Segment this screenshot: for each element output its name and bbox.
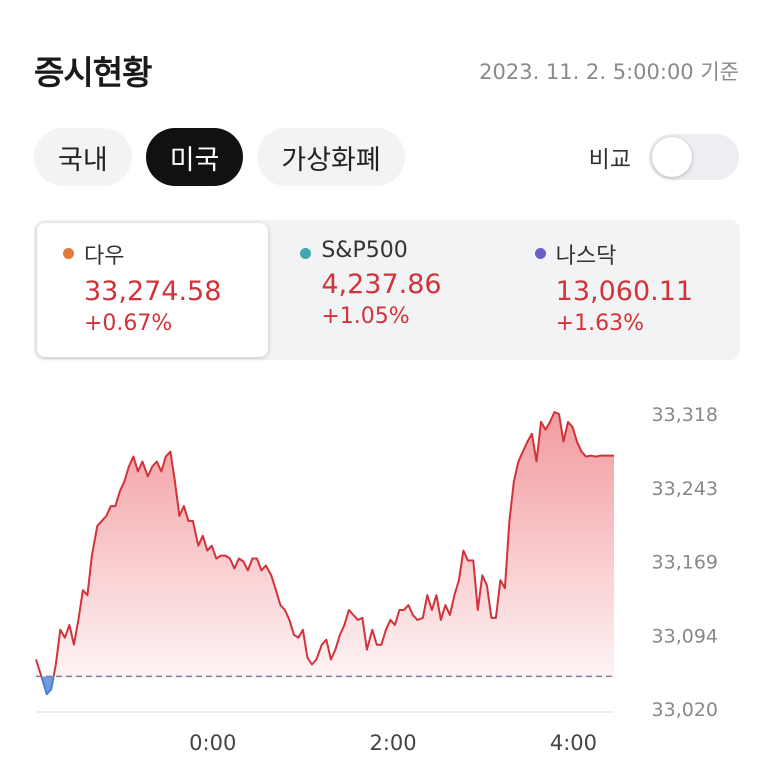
index-panel: 다우 33,274.58 +0.67% S&P500 4,237.86 +1.0… <box>34 220 740 360</box>
timestamp: 2023. 11. 2. 5:00:00 기준 <box>479 60 739 84</box>
area-fill-up <box>36 412 614 677</box>
page-title: 증시현황 <box>34 53 152 92</box>
y-tick-label: 33,169 <box>652 552 718 574</box>
index-chart[interactable]: 33,318 33,243 33,169 33,094 33,020 0:00 2:00 4:… <box>0 380 773 773</box>
sp500-dot-icon <box>300 248 312 259</box>
dow-dot-icon <box>63 248 74 259</box>
index-value: 4,237.86 <box>321 269 442 300</box>
index-card-dow[interactable]: 다우 33,274.58 +0.67% <box>37 223 269 357</box>
nasdaq-dot-icon <box>534 248 546 259</box>
y-tick-label: 33,094 <box>652 625 718 647</box>
index-change: +1.63% <box>555 311 644 336</box>
index-change: +1.05% <box>321 304 410 329</box>
toggle-knob <box>652 137 692 177</box>
index-name: 다우 <box>84 244 125 269</box>
compare-control: 비교 <box>589 128 739 186</box>
y-tick-label: 33,020 <box>652 699 718 721</box>
index-value: 13,060.11 <box>555 276 694 307</box>
index-change: +0.67% <box>84 311 173 336</box>
x-tick-label: 2:00 <box>369 731 416 755</box>
tab-us[interactable]: 미국 <box>145 128 244 186</box>
index-value: 33,274.58 <box>84 276 222 307</box>
index-name: 나스닥 <box>555 244 617 269</box>
compare-toggle[interactable] <box>649 134 739 180</box>
index-card-sp500[interactable]: S&P500 4,237.86 +1.05% <box>271 220 505 360</box>
series-line <box>35 411 614 677</box>
index-card-nasdaq[interactable]: 나스닥 13,060.11 +1.63% <box>506 220 740 360</box>
x-tick-label: 0:00 <box>189 731 236 755</box>
compare-label: 비교 <box>588 147 631 173</box>
y-tick-label: 33,243 <box>652 478 718 500</box>
y-tick-label: 33,318 <box>652 404 718 426</box>
market-tabs: 국내 미국 가상화폐 <box>34 128 405 186</box>
tab-crypto[interactable]: 가상화폐 <box>257 128 405 186</box>
tab-domestic[interactable]: 국내 <box>34 128 132 186</box>
index-name: S&P500 <box>321 238 408 263</box>
x-tick-label: 4:00 <box>550 731 597 755</box>
